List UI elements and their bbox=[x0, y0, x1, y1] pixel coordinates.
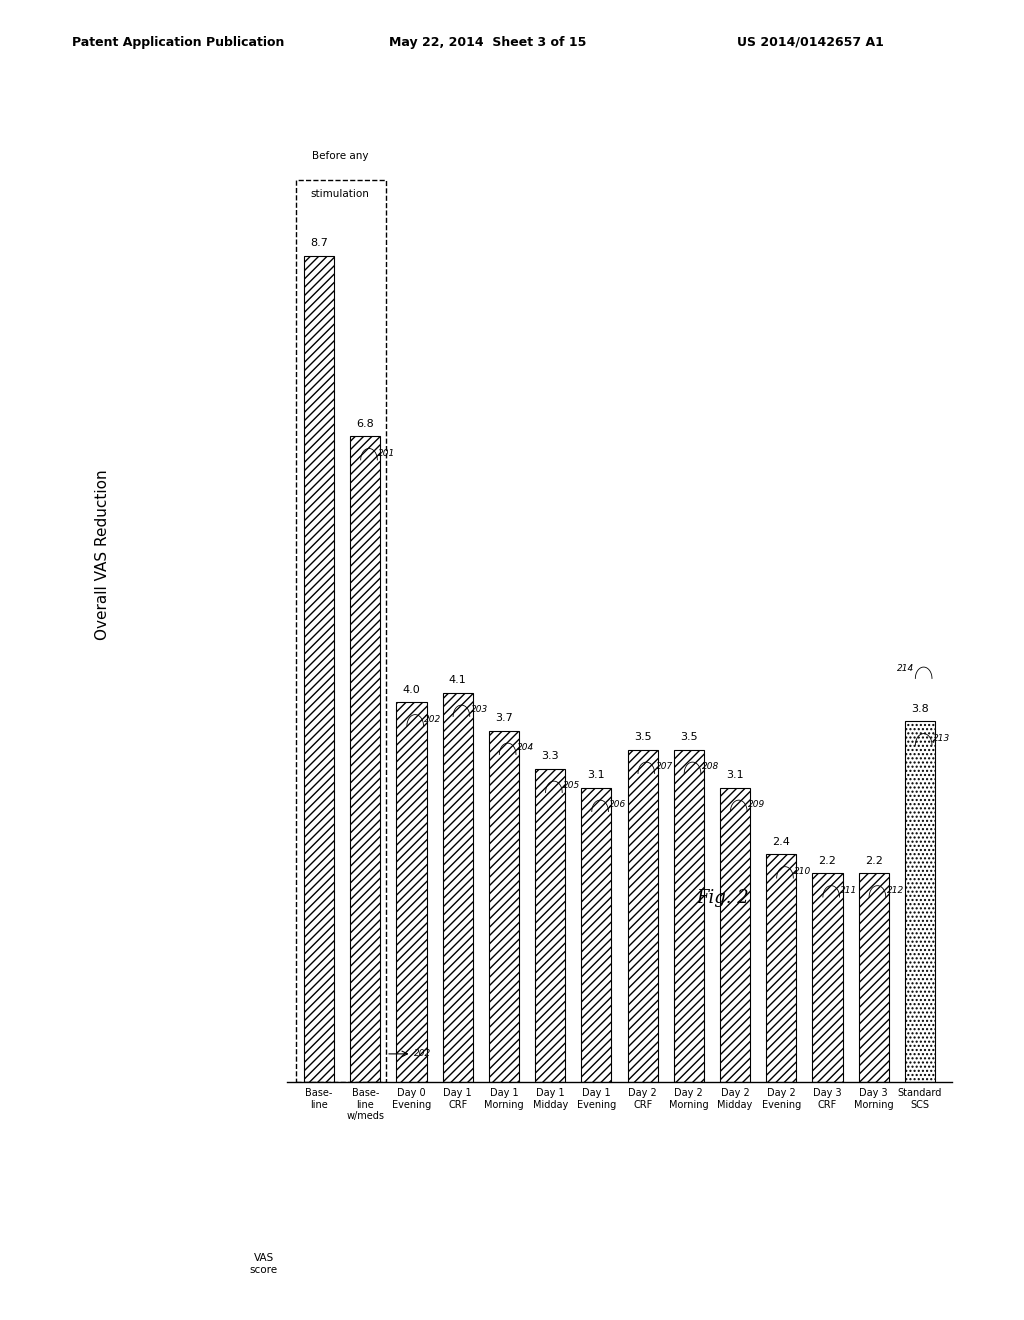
Text: 3.1: 3.1 bbox=[588, 770, 605, 780]
Text: 202: 202 bbox=[414, 1049, 431, 1059]
Text: 8.7: 8.7 bbox=[310, 238, 328, 248]
Text: 2.2: 2.2 bbox=[818, 855, 837, 866]
Text: 3.5: 3.5 bbox=[634, 733, 651, 742]
Text: 212: 212 bbox=[887, 886, 904, 895]
Text: 6.8: 6.8 bbox=[356, 418, 374, 429]
Bar bbox=[859, 874, 889, 1082]
Text: 2.2: 2.2 bbox=[865, 855, 883, 866]
Text: Overall VAS Reduction: Overall VAS Reduction bbox=[95, 469, 110, 640]
Bar bbox=[812, 874, 843, 1082]
Text: 213: 213 bbox=[933, 734, 950, 743]
Text: 204: 204 bbox=[517, 743, 535, 752]
Text: Before any: Before any bbox=[311, 150, 368, 161]
Text: 3.1: 3.1 bbox=[726, 770, 743, 780]
Text: 4.0: 4.0 bbox=[402, 685, 421, 694]
Bar bbox=[442, 693, 473, 1082]
Bar bbox=[396, 702, 427, 1082]
Text: 3.5: 3.5 bbox=[680, 733, 697, 742]
Text: 214: 214 bbox=[897, 664, 914, 673]
Text: 210: 210 bbox=[795, 867, 811, 876]
Bar bbox=[488, 731, 519, 1082]
Bar bbox=[350, 436, 380, 1082]
Bar bbox=[304, 256, 334, 1082]
Text: Patent Application Publication: Patent Application Publication bbox=[72, 36, 284, 49]
Bar bbox=[582, 788, 611, 1082]
Text: 3.7: 3.7 bbox=[495, 713, 513, 723]
Text: 3.8: 3.8 bbox=[911, 704, 929, 714]
Text: 211: 211 bbox=[841, 886, 858, 895]
Text: 205: 205 bbox=[563, 781, 581, 791]
Bar bbox=[674, 750, 703, 1082]
Text: VAS
score: VAS score bbox=[250, 1254, 278, 1275]
Text: 208: 208 bbox=[701, 763, 719, 771]
Text: 201: 201 bbox=[378, 449, 395, 458]
Bar bbox=[720, 788, 751, 1082]
Text: 203: 203 bbox=[471, 705, 487, 714]
Text: 4.1: 4.1 bbox=[449, 675, 467, 685]
Text: 2.4: 2.4 bbox=[772, 837, 791, 846]
Text: Fig. 2: Fig. 2 bbox=[696, 888, 750, 907]
Text: 209: 209 bbox=[748, 800, 765, 809]
Text: US 2014/0142657 A1: US 2014/0142657 A1 bbox=[737, 36, 884, 49]
Text: May 22, 2014  Sheet 3 of 15: May 22, 2014 Sheet 3 of 15 bbox=[389, 36, 587, 49]
Text: 3.3: 3.3 bbox=[542, 751, 559, 762]
Text: stimulation: stimulation bbox=[310, 189, 370, 198]
Bar bbox=[905, 721, 935, 1082]
Text: 206: 206 bbox=[609, 800, 627, 809]
Text: 207: 207 bbox=[655, 763, 673, 771]
Bar bbox=[766, 854, 797, 1082]
Text: 202: 202 bbox=[425, 715, 441, 723]
Bar bbox=[628, 750, 657, 1082]
Bar bbox=[536, 768, 565, 1082]
